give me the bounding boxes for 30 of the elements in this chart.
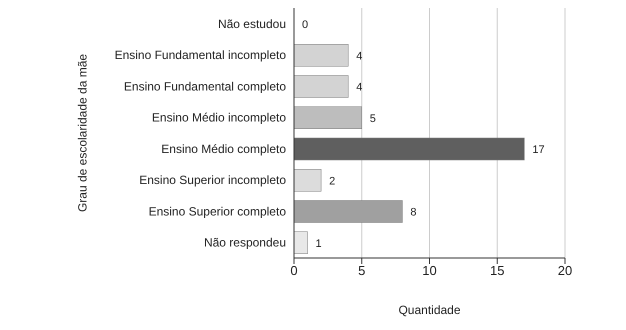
data-label: 17 [532,144,545,156]
y-tick-label: Não estudou [218,16,286,31]
bar [294,75,348,98]
x-axis-title: Quantidade [398,303,461,317]
x-tick-label: 5 [358,263,366,278]
y-tick-label: Ensino Médio completo [161,142,286,156]
y-tick-label: Ensino Médio incompleto [152,110,286,125]
x-tick-label: 20 [558,263,572,278]
x-tick-label: 15 [490,263,504,278]
bar [294,138,525,160]
y-tick-label: Não respondeu [204,236,286,250]
y-tick-label: Ensino Fundamental incompleto [114,48,286,62]
bar [294,44,348,66]
y-tick-label: Ensino Fundamental completo [124,79,286,94]
bar [294,200,403,223]
bar [294,169,322,192]
x-tick-label: 0 [290,263,298,278]
data-label: 4 [356,82,362,94]
y-tick-label: Ensino Superior incompleto [139,173,286,188]
data-label: 0 [302,19,308,31]
data-label: 4 [356,50,362,62]
data-label: 8 [410,206,417,218]
bar [294,232,308,254]
x-tick-label: 10 [422,263,437,278]
y-tick-label: Ensino Superior completo [148,204,286,218]
bar [294,106,362,129]
data-label: 2 [329,175,336,188]
data-label: 5 [370,112,376,125]
y-axis-title: Grau de escolaridade da mãe [75,54,90,212]
data-label: 1 [316,238,322,250]
